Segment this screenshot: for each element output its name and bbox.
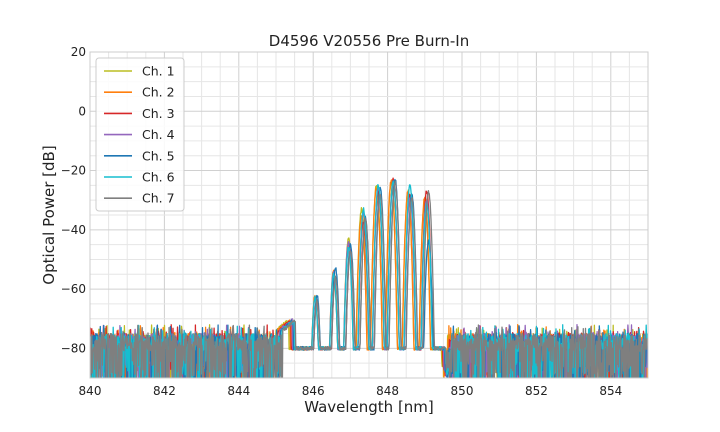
legend-label-ch4: Ch. 4 — [142, 127, 175, 142]
x-tick-label: 850 — [451, 384, 474, 398]
x-tick-label: 840 — [79, 384, 102, 398]
series-line-ch7 — [90, 180, 648, 378]
legend: Ch. 1 Ch. 2 Ch. 3 Ch. 4 Ch. 5 Ch. 6 Ch. 7 — [95, 57, 185, 212]
legend-label-ch5: Ch. 5 — [142, 148, 175, 163]
legend-label-ch1: Ch. 1 — [142, 64, 175, 79]
series-line-ch6 — [90, 180, 648, 378]
legend-label-ch7: Ch. 7 — [142, 191, 175, 206]
x-axis-title: Wavelength [nm] — [304, 398, 434, 416]
x-tick-label: 844 — [227, 384, 250, 398]
x-tick-label: 848 — [376, 384, 399, 398]
series-layer — [90, 177, 648, 378]
y-tick-label: −40 — [61, 223, 86, 237]
y-tick-label: −20 — [61, 164, 86, 178]
y-axis-title: Optical Power [dB] — [40, 145, 58, 284]
y-tick-label: 0 — [78, 104, 86, 118]
x-tick-label: 854 — [599, 384, 622, 398]
y-tick-label: −60 — [61, 282, 86, 296]
legend-box — [95, 57, 185, 212]
x-tick-labels: 840 842 844 846 848 850 852 854 — [79, 384, 623, 398]
y-tick-labels: 20 0 −20 −40 −60 −80 — [61, 45, 86, 355]
x-tick-label: 846 — [302, 384, 325, 398]
legend-label-ch2: Ch. 2 — [142, 85, 175, 100]
x-tick-label: 852 — [525, 384, 548, 398]
x-tick-label: 842 — [153, 384, 176, 398]
y-tick-label: −80 — [61, 341, 86, 355]
y-tick-label: 20 — [71, 45, 86, 59]
plot-frame — [89, 51, 649, 379]
legend-label-ch3: Ch. 3 — [142, 106, 175, 121]
chart-title: D4596 V20556 Pre Burn-In — [269, 32, 469, 50]
legend-label-ch6: Ch. 6 — [142, 170, 175, 185]
